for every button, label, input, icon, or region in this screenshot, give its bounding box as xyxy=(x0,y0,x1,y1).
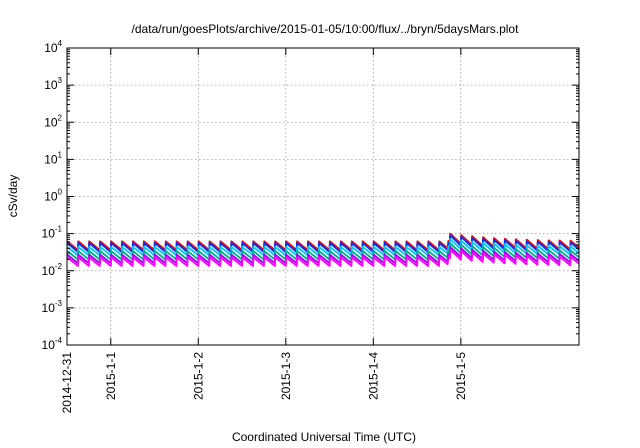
series-layer xyxy=(66,232,580,267)
y-axis-label: cSv/day xyxy=(6,175,20,218)
y-tick-labels: 10-4 10-3 10-2 10-1 100 101 102 103 104 xyxy=(42,39,63,352)
y-tick-label: 103 xyxy=(44,76,62,92)
series-line xyxy=(66,248,580,267)
grid-lines xyxy=(67,48,579,345)
y-tick-label: 100 xyxy=(44,188,62,204)
x-tick-label: 2015-1-3 xyxy=(279,352,293,400)
y-tick-label: 102 xyxy=(44,113,62,129)
y-tick-label: 101 xyxy=(44,150,62,166)
x-tick-label: 2014-12-31 xyxy=(60,352,74,414)
x-tick-label: 2015-1-4 xyxy=(366,352,380,400)
chart-title: /data/run/goesPlots/archive/2015-01-05/1… xyxy=(132,22,520,36)
y-tick-label: 10-1 xyxy=(42,225,63,241)
y-tick-label: 104 xyxy=(44,39,62,55)
y-tick-label: 10-3 xyxy=(42,299,63,315)
x-tick-label: 2015-1-5 xyxy=(454,352,468,400)
y-tick-label: 10-4 xyxy=(42,336,63,352)
x-tick-label: 2015-1-2 xyxy=(191,352,205,400)
axis-ticks xyxy=(66,47,579,346)
x-axis-label: Coordinated Universal Time (UTC) xyxy=(232,430,416,444)
x-tick-labels: 2014-12-31 2015-1-1 2015-1-2 2015-1-3 2015-1… xyxy=(60,352,468,414)
x-tick-label: 2015-1-1 xyxy=(104,352,118,400)
y-tick-label: 10-2 xyxy=(42,262,63,278)
